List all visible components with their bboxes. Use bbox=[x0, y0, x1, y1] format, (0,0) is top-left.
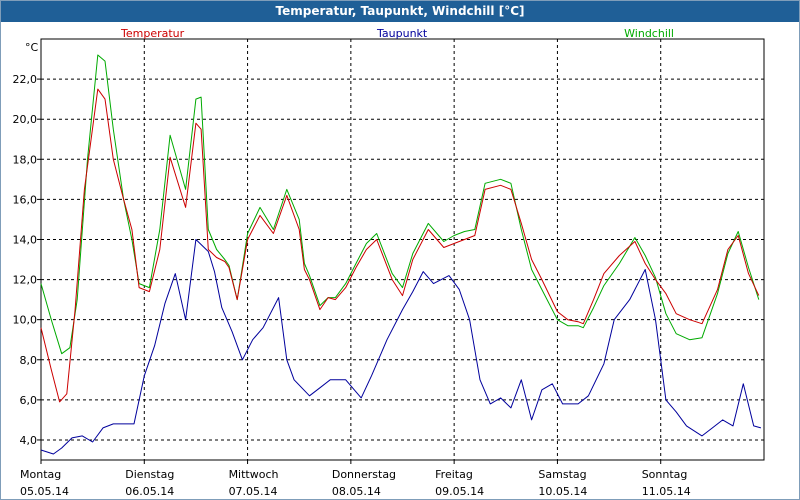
series-line-temperatur bbox=[40, 88, 760, 403]
x-axis-ticks: Montag 05.05.14 Dienstag 06.05.14 Mittwoch 07… bbox=[20, 460, 691, 498]
x-tick-date: 05.05.14 bbox=[20, 485, 69, 498]
x-tick-date: 11.05.14 bbox=[642, 485, 691, 498]
x-tick-date: 07.05.14 bbox=[229, 485, 278, 498]
y-tick-label: 6,0 bbox=[20, 394, 38, 407]
line-chart: 4,0 6,0 8,0 10,0 12,0 14,0 16,0 18,0 20,0 22,0 Mo… bbox=[13, 27, 765, 498]
x-tick-day: Donnerstag bbox=[332, 468, 396, 481]
x-tick-date: 06.05.14 bbox=[125, 485, 174, 498]
legend-entry-taupunkt: Taupunkt bbox=[376, 27, 428, 40]
y-tick-label: 18,0 bbox=[13, 153, 38, 166]
x-tick-date: 10.05.14 bbox=[538, 485, 587, 498]
x-tick-day: Dienstag bbox=[125, 468, 174, 481]
y-tick-label: 14,0 bbox=[13, 233, 38, 246]
y-tick-label: 8,0 bbox=[20, 354, 38, 367]
plot-frame bbox=[40, 38, 765, 461]
y-tick-label: 12,0 bbox=[13, 274, 38, 287]
window-title: Temperatur, Taupunkt, Windchill [°C] bbox=[1, 1, 799, 22]
series-lines bbox=[40, 54, 762, 455]
series-line-windchill bbox=[40, 54, 760, 355]
y-tick-label: 16,0 bbox=[13, 193, 38, 206]
x-tick-date: 08.05.14 bbox=[332, 485, 381, 498]
series-line-taupunkt bbox=[40, 239, 762, 455]
y-tick-label: 4,0 bbox=[20, 434, 38, 447]
y-tick-label: 10,0 bbox=[13, 314, 38, 327]
grid bbox=[41, 39, 764, 460]
x-tick-date: 09.05.14 bbox=[435, 485, 484, 498]
y-axis-label: °C bbox=[25, 41, 39, 54]
y-tick-label: 20,0 bbox=[13, 113, 38, 126]
legend-entry-windchill: Windchill bbox=[624, 27, 674, 40]
y-axis-ticks: 4,0 6,0 8,0 10,0 12,0 14,0 16,0 18,0 20,0 22,0 bbox=[13, 73, 41, 447]
legend: Temperatur Taupunkt Windchill bbox=[120, 27, 674, 40]
x-tick-day: Sonntag bbox=[642, 468, 688, 481]
x-tick-day: Montag bbox=[20, 468, 61, 481]
x-tick-day: Mittwoch bbox=[229, 468, 279, 481]
x-tick-day: Freitag bbox=[435, 468, 473, 481]
y-tick-label: 22,0 bbox=[13, 73, 38, 86]
legend-entry-temperatur: Temperatur bbox=[120, 27, 185, 40]
x-tick-day: Samstag bbox=[538, 468, 586, 481]
